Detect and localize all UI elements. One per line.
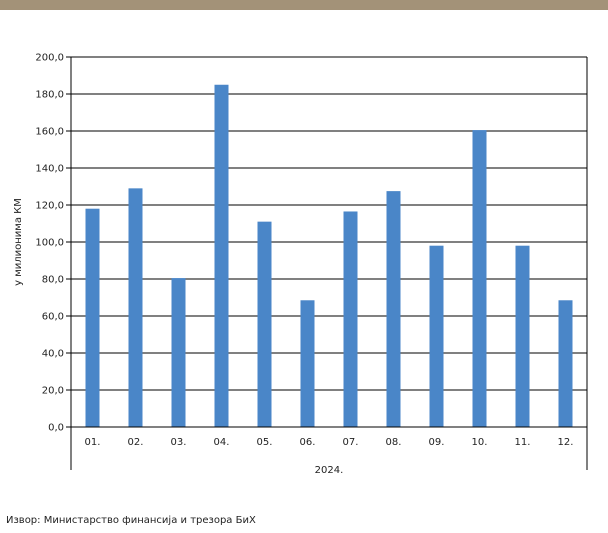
x-tick-label: 01. <box>85 437 101 448</box>
y-tick-label: 140,0 <box>35 164 64 175</box>
x-tick-label: 11. <box>515 437 531 448</box>
y-tick-label: 0,0 <box>48 423 64 434</box>
labels: 0,0 20,0 40,0 60,0 80,0 100,0 120,0 140,0 160,0 1… <box>13 53 573 477</box>
y-axis-title: у милионима КМ <box>13 198 24 286</box>
x-tick-label: 03. <box>171 437 187 448</box>
top-color-band <box>0 0 608 10</box>
y-tick-label: 200,0 <box>35 53 64 64</box>
bar-03 <box>171 278 186 427</box>
x-tick-label: 05. <box>257 437 273 448</box>
y-tick-label: 20,0 <box>42 386 64 397</box>
bars <box>85 84 573 427</box>
x-tick-label: 06. <box>300 437 316 448</box>
y-tick-label: 160,0 <box>35 127 64 138</box>
x-tick-label: 07. <box>343 437 359 448</box>
y-tick-label: 100,0 <box>35 238 64 249</box>
y-tick-label: 40,0 <box>42 349 64 360</box>
bar-01 <box>85 208 100 427</box>
bar-06 <box>300 300 315 427</box>
bar-08 <box>386 191 401 427</box>
gridlines <box>71 56 587 428</box>
x-tick-label: 10. <box>472 437 488 448</box>
x-tick-label: 09. <box>429 437 445 448</box>
x-tick-label: 08. <box>386 437 402 448</box>
bar-11 <box>515 245 530 427</box>
y-tick-label: 60,0 <box>42 312 64 323</box>
y-tick-label: 180,0 <box>35 90 64 101</box>
x-tick-label: 02. <box>128 437 144 448</box>
x-tick-label: 12. <box>558 437 574 448</box>
y-tick-label: 80,0 <box>42 275 64 286</box>
bar-02 <box>128 188 143 427</box>
bar-07 <box>343 211 358 427</box>
y-tick-label: 120,0 <box>35 201 64 212</box>
bar-10 <box>472 130 487 427</box>
bar-04 <box>214 84 229 427</box>
bar-09 <box>429 245 444 427</box>
axes <box>66 56 588 470</box>
x-tick-label: 04. <box>214 437 230 448</box>
x-group-label: 2024. <box>315 465 344 476</box>
bar-12 <box>558 300 573 427</box>
bar-05 <box>257 221 272 427</box>
source-note: Извор: Министарство финансија и трезора … <box>6 515 256 526</box>
